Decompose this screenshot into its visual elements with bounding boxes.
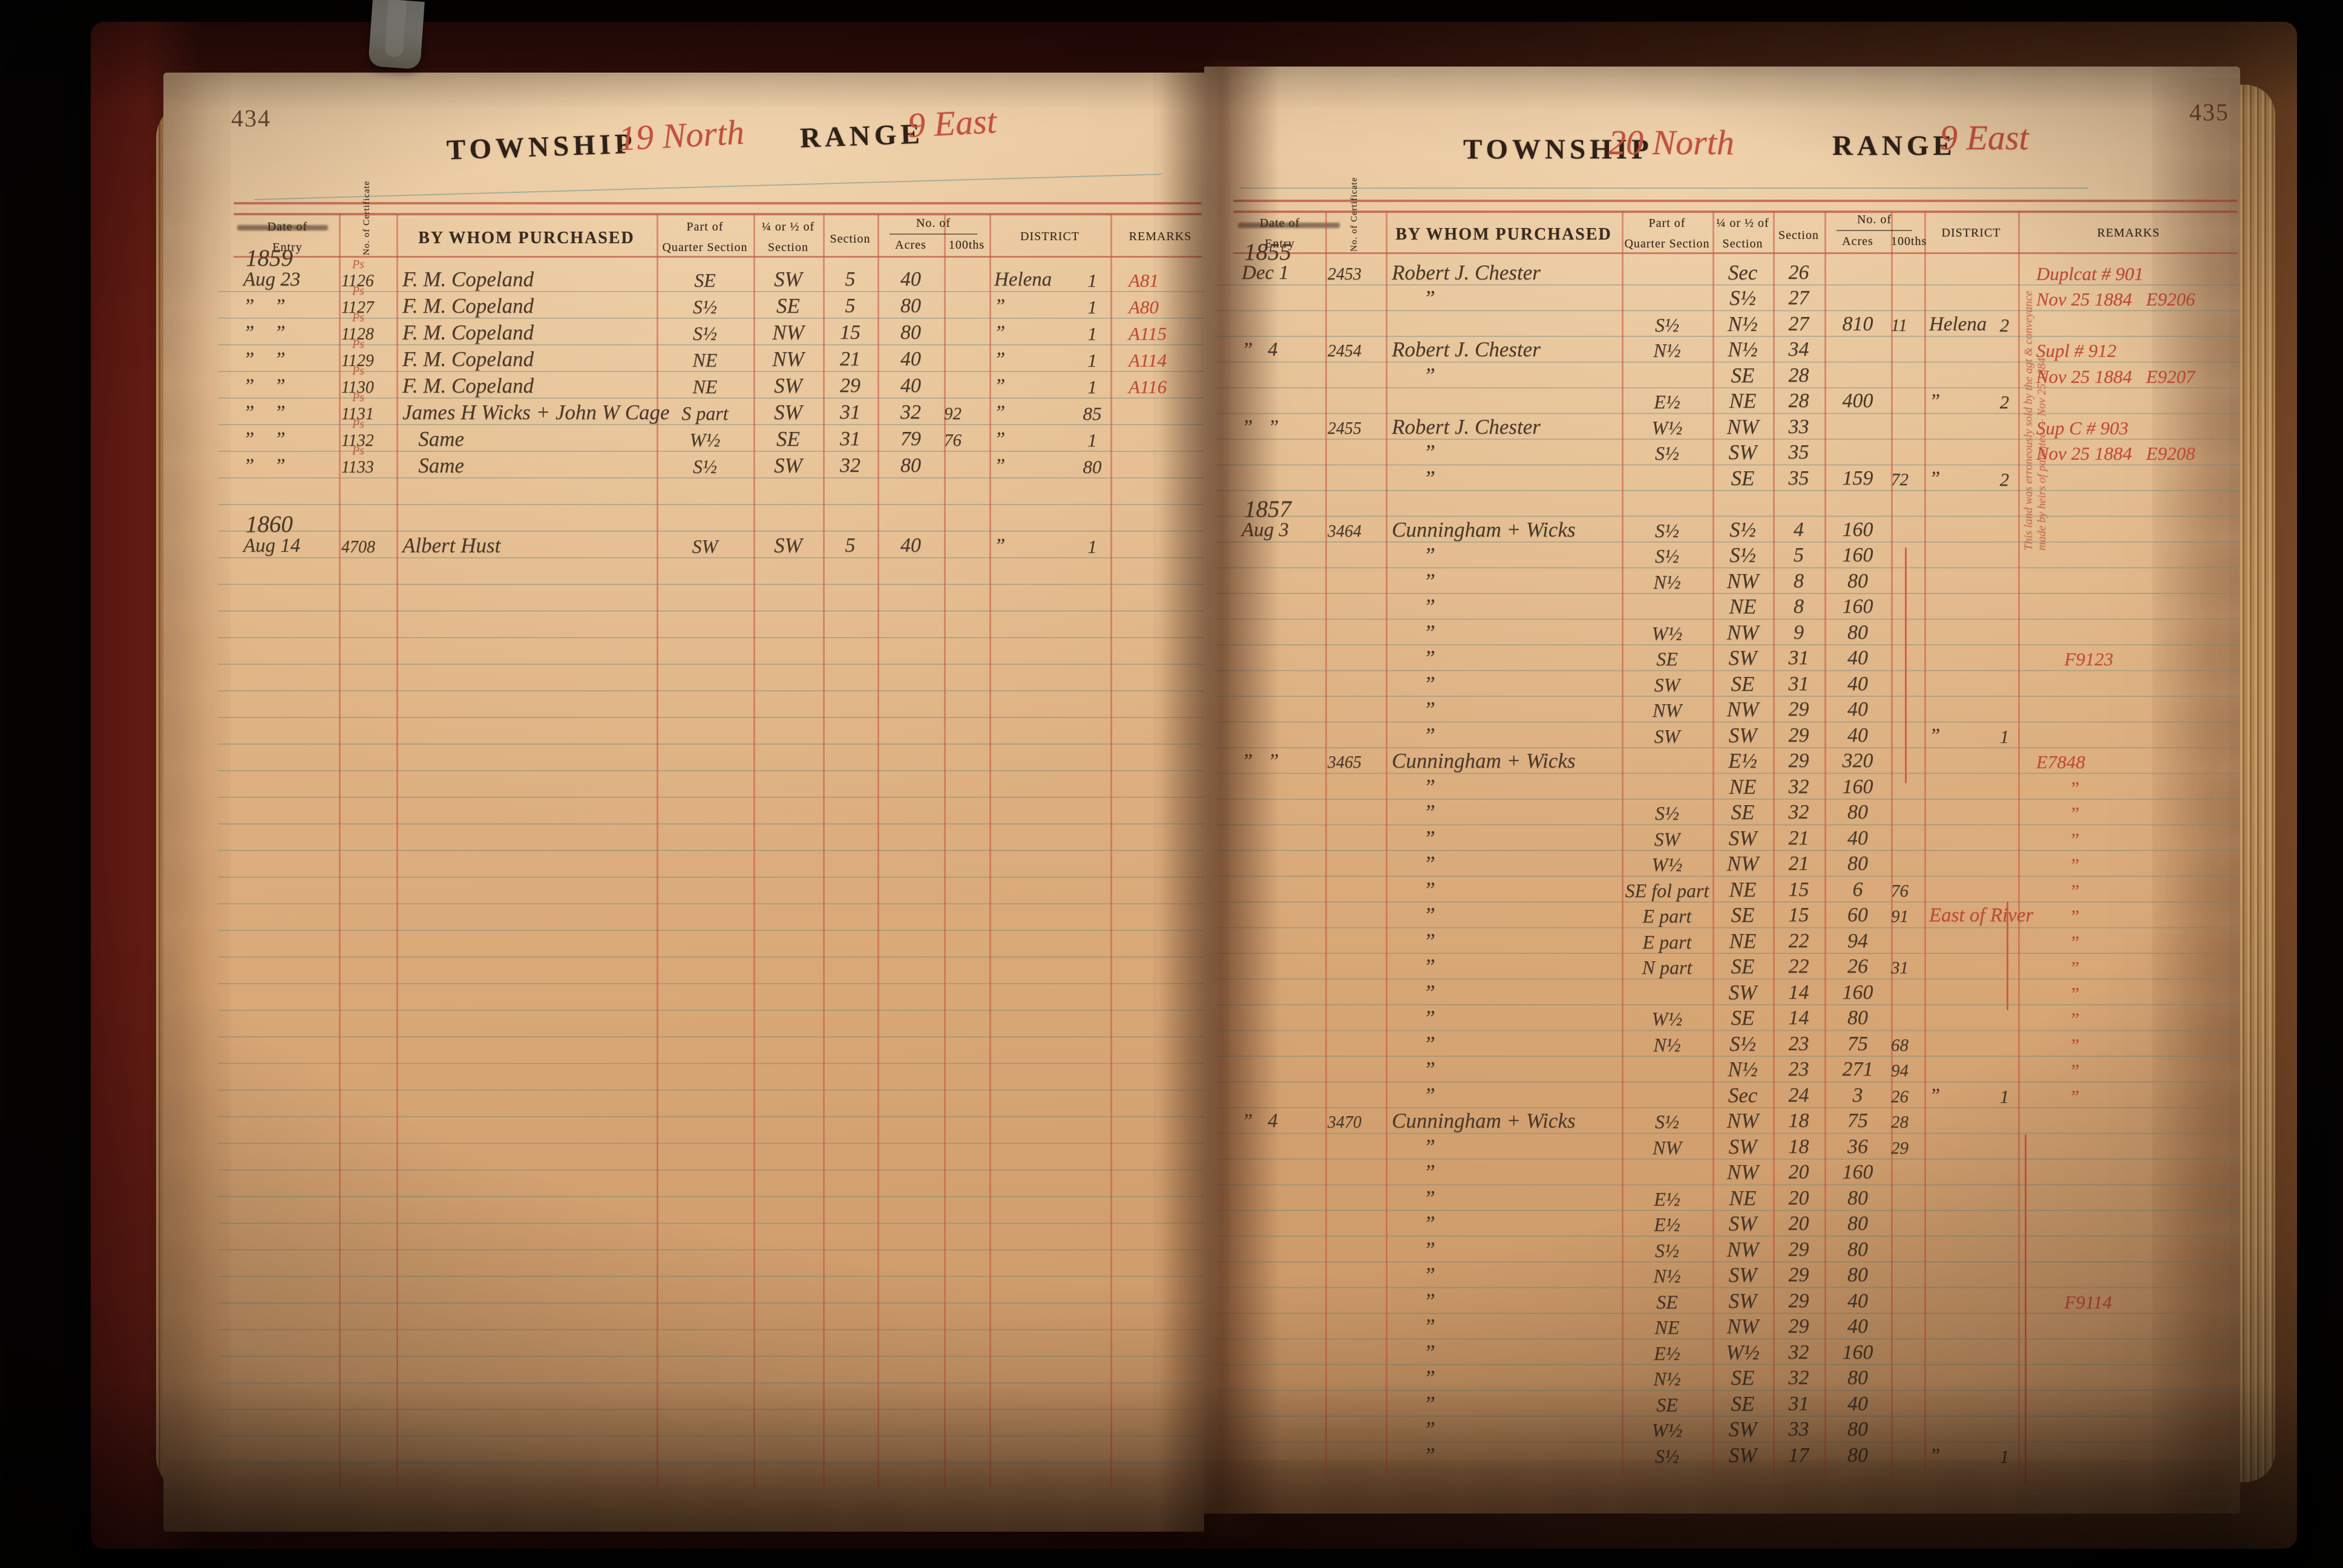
header-underline: [234, 256, 1202, 258]
column-rule: [2018, 212, 2020, 1476]
column-header: REMARKS: [2097, 226, 2160, 240]
column-rule: [396, 214, 398, 1488]
ledger-row: Aug 23 Ps 1126 F. M. Copeland SE SW 5 40 Helena 1…: [236, 258, 1204, 293]
cell-rem: A81: [1129, 270, 1159, 291]
column-header: DISTRICT: [1941, 226, 2001, 240]
column-rule: [339, 214, 341, 1488]
column-rule: [1824, 212, 1826, 1476]
range-value-handwritten: 9 East: [1940, 118, 2029, 157]
range-label: RANGE: [1832, 130, 1956, 162]
column-header: Quarter Section: [1624, 237, 1710, 250]
column-rule: [989, 214, 991, 1488]
cell-date: Aug 23: [243, 269, 301, 290]
cell-part: SE: [694, 269, 716, 291]
column-header: ¼ or ½ of: [761, 220, 815, 234]
cell-name: Robert J. Chester: [1392, 260, 1541, 284]
column-header: 100ths: [1891, 235, 1927, 248]
ruled-lines: [218, 291, 1204, 1532]
column-header: Part of: [686, 220, 724, 234]
column-header: 100ths: [948, 238, 985, 252]
column-rule: [753, 214, 755, 1488]
column-rule: [1386, 212, 1388, 1476]
paper-clip: [368, 0, 425, 70]
column-header: Section: [830, 232, 871, 246]
column-header: BY WHOM PURCHASED: [418, 229, 635, 247]
column-header: No. of: [1856, 213, 1892, 226]
header-rule: [254, 174, 1162, 200]
page-number: 435: [2189, 99, 2229, 126]
cell-ac: 40: [900, 268, 921, 290]
column-header: ¼ or ½ of: [1716, 217, 1769, 230]
township-label: TOWNSHIP: [446, 128, 637, 166]
column-rule: [877, 214, 879, 1488]
column-header: REMARKS: [1129, 230, 1192, 243]
column-header: DISTRICT: [1020, 230, 1080, 243]
ruled-lines: [1216, 284, 2240, 1509]
column-rule: [1110, 214, 1112, 1488]
column-rule: [944, 214, 946, 1488]
cell-q: Sec: [1728, 260, 1758, 284]
column-header: Date of: [1259, 217, 1300, 230]
column-header: Part of: [1648, 217, 1686, 230]
cell-name: F. M. Copeland: [402, 267, 534, 291]
column-header: Date of: [267, 220, 308, 234]
cell-cert: 2453: [1325, 266, 1386, 286]
year-label: 1860: [246, 511, 293, 537]
column-rule: [1622, 212, 1624, 1476]
cell-date: Dec 1: [1242, 261, 1289, 284]
ledger-page-right: 435 TOWNSHIP 20 North RANGE 9 East This …: [1204, 67, 2240, 1514]
column-rule: [1891, 212, 1893, 1476]
ledger-row: Dec 1 2453 Robert J. Chester Sec 26 Duplcat #…: [1234, 260, 2239, 286]
year-label: 1855: [1244, 239, 1291, 265]
no-of-underline: [890, 234, 977, 235]
double-red-rule: [1233, 211, 2238, 213]
header-rule: [1240, 188, 2088, 189]
red-check-mark: Ps: [352, 258, 364, 271]
column-rule: [1773, 212, 1775, 1476]
column-rule: [1924, 212, 1926, 1476]
column-header: No. of Certificate: [1349, 177, 1359, 252]
district-name: Helena: [994, 269, 1052, 290]
column-header: Section: [768, 241, 808, 254]
ledger-page-left: 434 TOWNSHIP 19 North RANGE 9 East Date …: [163, 73, 1204, 1532]
year-label: 1859: [246, 245, 293, 271]
column-rule: [657, 214, 658, 1488]
cell-dno: 1: [1087, 270, 1097, 291]
year-label: 1857: [1244, 496, 1291, 522]
double-red-rule: [1233, 200, 2238, 202]
paper-clip-inner: [384, 0, 407, 57]
range-value-handwritten: 9 East: [906, 101, 998, 145]
cert-number: 2453: [1328, 264, 1362, 284]
page-number: 434: [231, 105, 271, 132]
column-header: Section: [1778, 229, 1819, 242]
cell-dist: Helena: [989, 270, 1074, 293]
range-label: RANGE: [799, 118, 925, 154]
no-of-underline: [1837, 230, 1912, 231]
township-value-handwritten: 20 North: [1608, 123, 1734, 162]
column-header: Section: [1722, 237, 1763, 250]
column-header: Quarter Section: [662, 241, 748, 254]
cell-cert: Ps 1126: [339, 258, 396, 293]
column-header: Acres: [1842, 235, 1873, 248]
column-header: No. of: [916, 217, 951, 230]
double-red-rule: [234, 202, 1202, 204]
column-header: No. of Certificate: [361, 180, 372, 255]
column-header: BY WHOM PURCHASED: [1395, 225, 1612, 244]
cell-sec: 5: [845, 268, 856, 290]
header-underline: [1233, 252, 2238, 254]
double-red-rule: [234, 213, 1202, 215]
column-header: Acres: [895, 238, 926, 252]
cert-number: 1126: [341, 272, 374, 290]
township-value-handwritten: 19 North: [617, 112, 746, 158]
column-rule: [1325, 212, 1327, 1476]
cell-q: SW: [774, 267, 802, 291]
cell-sec: 26: [1788, 261, 1809, 284]
column-rule: [1712, 212, 1714, 1476]
column-rule: [823, 214, 825, 1488]
